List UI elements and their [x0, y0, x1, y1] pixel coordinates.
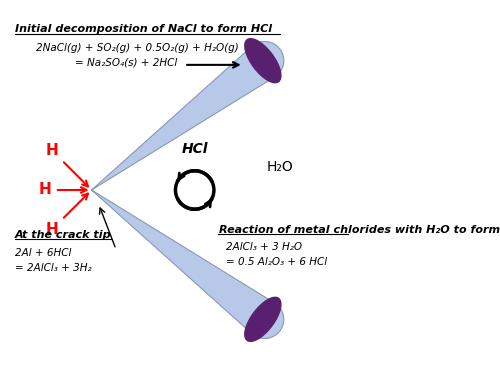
Text: = 0.5 Al₂O₃ + 6 HCl: = 0.5 Al₂O₃ + 6 HCl: [226, 258, 328, 268]
Text: = Na₂SO₄(s) + 2HCl: = Na₂SO₄(s) + 2HCl: [76, 58, 178, 68]
Text: 2NaCl(g) + SO₂(g) + 0.5O₂(g) + H₂O(g): 2NaCl(g) + SO₂(g) + 0.5O₂(g) + H₂O(g): [36, 43, 238, 53]
Text: H₂O: H₂O: [267, 160, 293, 174]
Text: H: H: [39, 182, 52, 198]
Text: Reaction of metal chlorides with H₂O to form HCl: Reaction of metal chlorides with H₂O to …: [219, 225, 500, 235]
Text: = 2AlCl₃ + 3H₂: = 2AlCl₃ + 3H₂: [14, 263, 92, 273]
Ellipse shape: [245, 39, 281, 83]
Polygon shape: [92, 41, 284, 190]
Text: Initial decomposition of NaCl to form HCl: Initial decomposition of NaCl to form HC…: [16, 24, 272, 34]
Text: H: H: [46, 222, 59, 237]
Text: 2Al + 6HCl: 2Al + 6HCl: [14, 248, 71, 258]
Text: HCl: HCl: [182, 142, 208, 156]
Text: H: H: [46, 143, 59, 158]
Text: 2AlCl₃ + 3 H₂O: 2AlCl₃ + 3 H₂O: [226, 242, 302, 252]
Ellipse shape: [245, 297, 281, 341]
Text: At the crack tip: At the crack tip: [14, 230, 112, 240]
Polygon shape: [92, 190, 284, 339]
